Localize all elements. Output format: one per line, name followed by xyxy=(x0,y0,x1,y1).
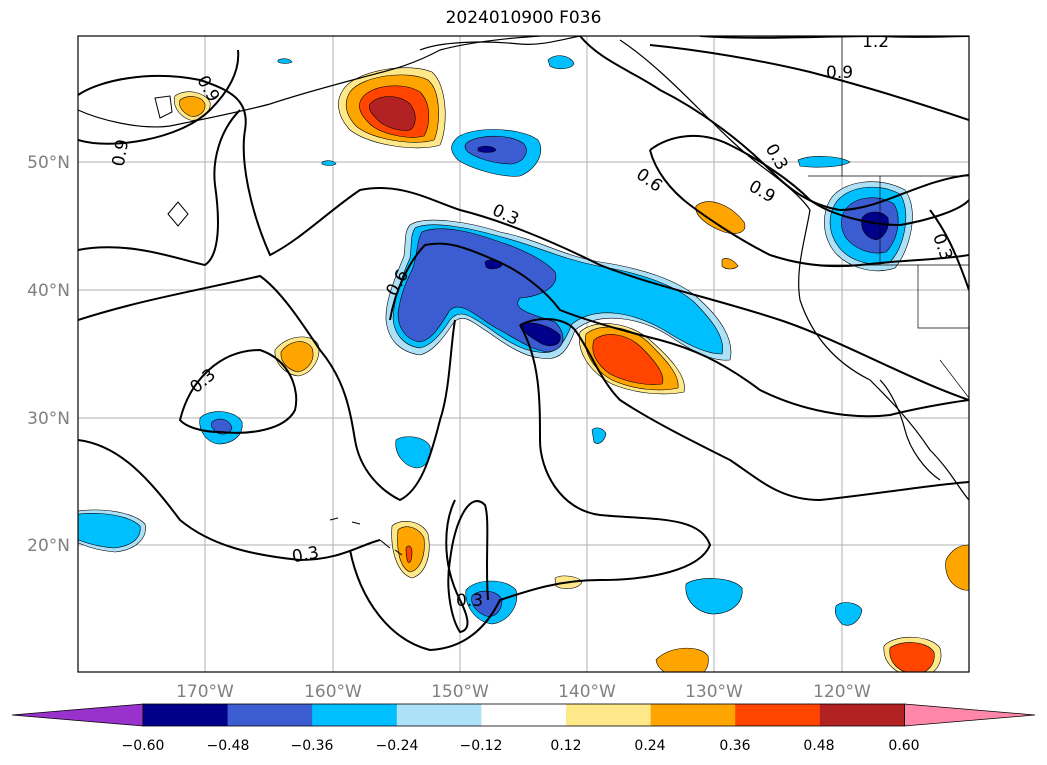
colorbar-tick-label: 0.12 xyxy=(550,738,581,754)
lon-label: 170°W xyxy=(176,682,234,702)
state-border-3 xyxy=(917,265,969,329)
contour-label: 0.3 xyxy=(456,591,483,611)
colorbar-segment xyxy=(735,704,821,726)
contour-label: 0.9 xyxy=(745,176,778,207)
positive-anomaly-110w xyxy=(945,544,969,591)
positive-anomaly-small xyxy=(721,258,739,270)
positive-anomaly-off-washington xyxy=(695,201,746,234)
contour-03-central xyxy=(519,318,969,502)
gridlines xyxy=(78,36,969,672)
negative-anomaly-oregon-4 xyxy=(861,211,889,241)
colorbar-outline xyxy=(142,703,905,727)
contour-06-loop xyxy=(389,242,969,418)
colorbar-tick-label: 0.48 xyxy=(803,738,834,754)
contour-03-southwest-loop xyxy=(178,348,298,434)
lon-label: 160°W xyxy=(304,682,362,702)
contour-label: 0.9 xyxy=(826,63,853,83)
positive-anomaly-163w-2 xyxy=(280,341,314,373)
negative-anomaly-central-band-5 xyxy=(519,322,561,346)
coastline-alaska-south xyxy=(419,36,581,51)
map-title: 2024010900 F036 xyxy=(445,8,602,28)
negative-anomaly-155w xyxy=(395,436,431,469)
colorbar-segment xyxy=(143,704,229,726)
positive-anomaly-hawaii-3 xyxy=(405,545,413,563)
coastlines xyxy=(78,36,969,556)
colorbar-segment xyxy=(481,704,567,726)
coastline-small-island-1 xyxy=(154,95,173,119)
lon-label: 120°W xyxy=(813,682,871,702)
negative-spot-2 xyxy=(797,156,851,168)
contour-03-west xyxy=(78,274,456,502)
contour-03-south xyxy=(78,439,381,562)
colorbar-tick-label: 0.60 xyxy=(888,738,919,754)
negative-spot-3 xyxy=(277,58,293,64)
coastline-baja xyxy=(879,379,941,481)
coastline-hawaii xyxy=(329,517,403,556)
lat-label: 40°N xyxy=(27,281,70,301)
lon-label: 130°W xyxy=(685,682,743,702)
contour-lines xyxy=(78,36,969,652)
contour-label: 0.9 xyxy=(109,138,133,168)
filled-anomalies xyxy=(78,55,969,672)
colorbar-tick-label: −0.48 xyxy=(207,738,250,754)
negative-anomaly-119w xyxy=(834,602,863,626)
colorbar-segment xyxy=(566,704,652,726)
contour-09-west xyxy=(78,75,969,401)
positive-anomaly-east-pacific-3 xyxy=(592,334,664,385)
contour-label: 1.2 xyxy=(862,32,889,52)
contour-03-east xyxy=(929,209,969,291)
contour-09-northeast xyxy=(579,36,969,212)
lon-label: 140°W xyxy=(558,682,616,702)
contour-03-pacific-loop xyxy=(445,499,489,634)
contour-label: 0.6 xyxy=(632,165,666,197)
negative-anomaly-168w-2 xyxy=(210,418,233,435)
contour-06-northeast-2 xyxy=(649,149,969,268)
contour-label: 0.3 xyxy=(489,200,522,230)
negative-anomaly-129w xyxy=(685,578,743,615)
colorbar-tick-label: −0.36 xyxy=(291,738,334,754)
colorbar-tick-label: 0.36 xyxy=(719,738,750,754)
negative-anomaly-gulf-3 xyxy=(477,145,497,153)
colorbar-segment xyxy=(650,704,736,726)
contour-03-northwest xyxy=(78,109,241,267)
map-frame xyxy=(77,35,970,673)
lat-label: 30°N xyxy=(27,409,70,429)
colorbar-extend-min xyxy=(11,703,144,727)
lon-label: 150°W xyxy=(431,682,489,702)
coastline-alaska xyxy=(78,36,541,128)
positive-anomaly-bering-2 xyxy=(179,96,206,117)
colorbar-segment xyxy=(227,704,313,726)
coastline-small-island-2 xyxy=(167,201,189,227)
colorbar-tick-label: 0.24 xyxy=(634,738,665,754)
lat-label: 20°N xyxy=(27,536,70,556)
negative-anomaly-central-band-3 xyxy=(397,228,564,353)
lat-label: 50°N xyxy=(27,153,70,173)
negative-anomaly-140w xyxy=(591,427,607,444)
colorbar-segment xyxy=(819,704,905,726)
positive-anomaly-132w xyxy=(655,647,709,672)
colorbar-segment xyxy=(312,704,398,726)
contour-09-northeast-2 xyxy=(649,44,969,121)
contour-label: 0.3 xyxy=(290,543,320,567)
colorbar-tick-label: −0.60 xyxy=(122,738,165,754)
positive-anomaly-115w-2 xyxy=(889,642,935,672)
colorbar-extend-max xyxy=(904,703,1036,727)
negative-spot-1 xyxy=(547,55,575,70)
colorbar-segment xyxy=(396,704,482,726)
colorbar-tick-labels: −0.60 −0.48 −0.36 −0.24 −0.12 0.12 0.24 … xyxy=(122,738,920,754)
map-area: 0.9 0.9 1.2 0.9 0.3 0.6 0.9 0.3 0.6 0.3 … xyxy=(78,32,969,672)
negative-spot-4 xyxy=(321,160,337,166)
colorbar-tick-label: −0.24 xyxy=(376,738,419,754)
colorbar-tick-label: −0.12 xyxy=(460,738,503,754)
contour-09-northwest xyxy=(78,49,240,145)
contour-03-south-loop xyxy=(349,324,712,652)
colorbar xyxy=(11,703,1036,727)
positive-anomaly-gulf-alaska-4 xyxy=(368,96,416,131)
longitude-labels: 170°W 160°W 150°W 140°W 130°W 120°W xyxy=(176,682,871,702)
coastline-west-us xyxy=(798,209,969,501)
latitude-labels: 50°N 40°N 30°N 20°N xyxy=(27,153,70,556)
state-border-6 xyxy=(939,359,969,399)
